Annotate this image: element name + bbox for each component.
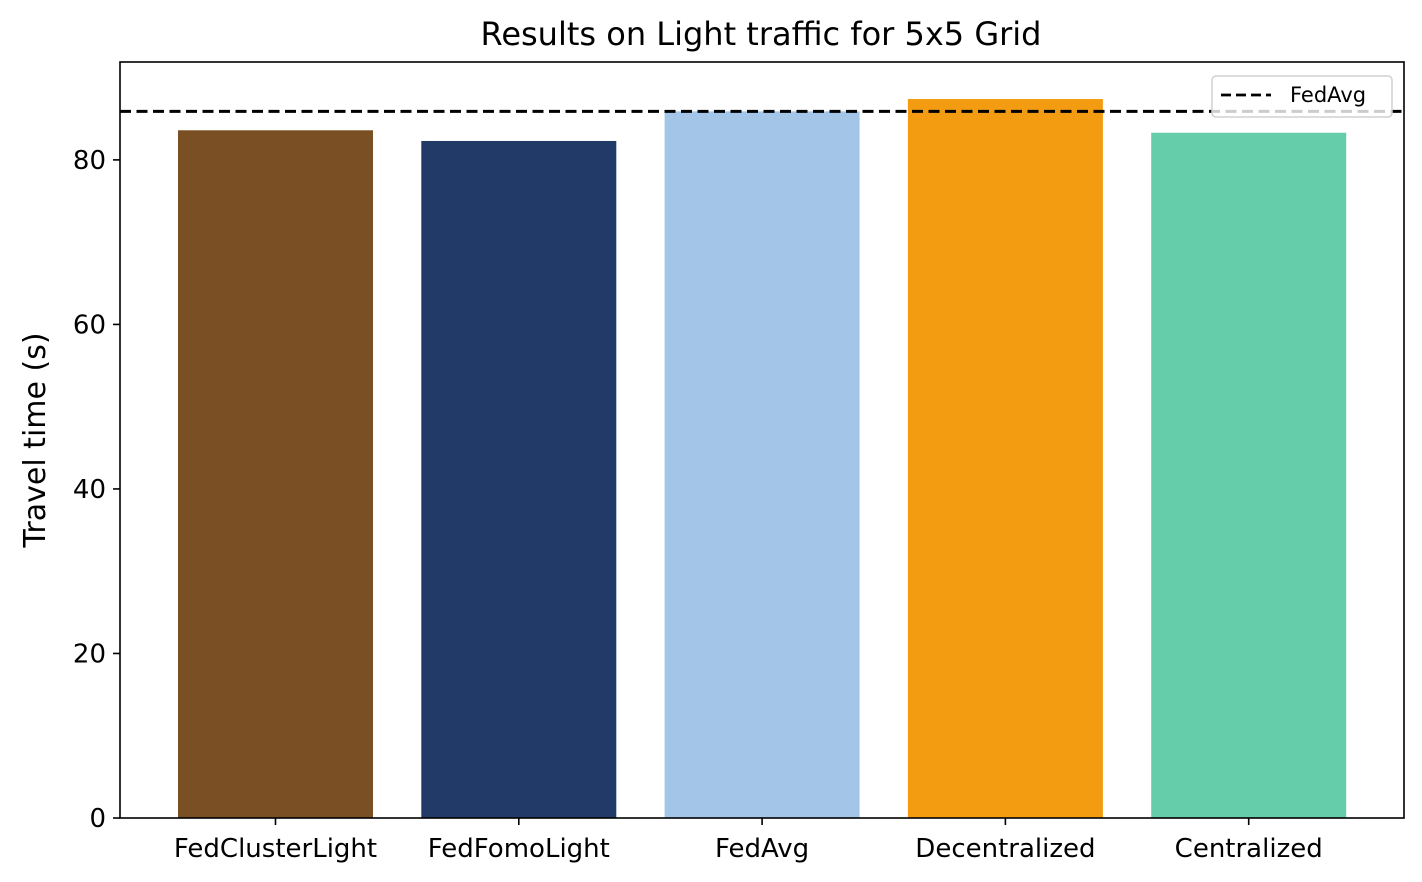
y-tick-label: 0 xyxy=(89,804,106,834)
x-tick-label: Centralized xyxy=(1175,834,1323,864)
legend: FedAvg xyxy=(1211,75,1393,118)
y-tick-label: 60 xyxy=(73,310,106,340)
bar-centralized xyxy=(1151,132,1347,818)
x-tick-label: FedClusterLight xyxy=(174,834,377,864)
bars-group xyxy=(178,99,1347,819)
x-axis-ticks: FedClusterLight FedFomoLight FedAvg Decentr… xyxy=(174,818,1323,864)
bar-decentralized xyxy=(907,99,1103,819)
chart-title: Results on Light traffic for 5x5 Grid xyxy=(481,15,1042,53)
bar-fedavg xyxy=(664,111,860,819)
x-tick-label: Decentralized xyxy=(915,834,1095,864)
y-tick-label: 80 xyxy=(73,146,106,176)
y-axis-label: Travel time (s) xyxy=(18,332,53,548)
legend-box xyxy=(1211,75,1393,118)
y-tick-label: 20 xyxy=(73,639,106,669)
bar-fedfomolight xyxy=(421,140,617,819)
y-tick-label: 40 xyxy=(73,475,106,505)
x-tick-label: FedAvg xyxy=(715,834,809,864)
bar-fedclusterlight xyxy=(178,130,373,818)
x-tick-label: FedFomoLight xyxy=(428,834,610,864)
y-axis-ticks: 0 20 40 60 80 xyxy=(73,146,120,834)
legend-label: FedAvg xyxy=(1290,83,1366,107)
